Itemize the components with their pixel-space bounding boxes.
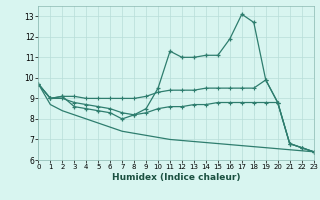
X-axis label: Humidex (Indice chaleur): Humidex (Indice chaleur) xyxy=(112,173,240,182)
